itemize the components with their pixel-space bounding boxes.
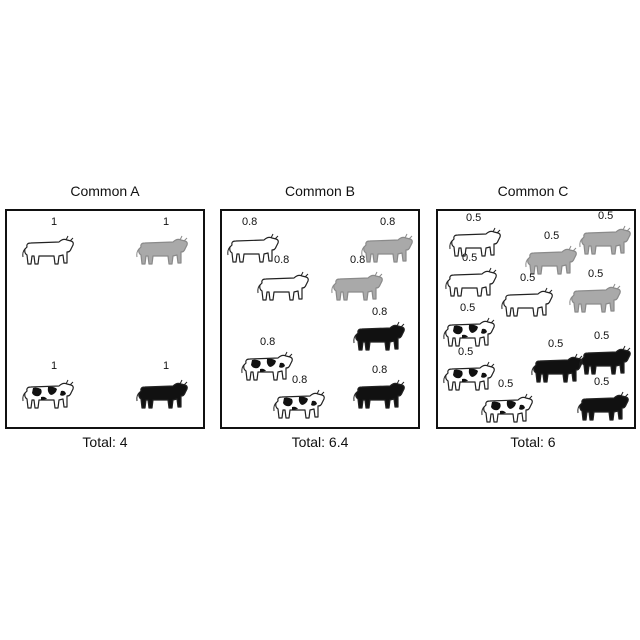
spotted-cow-icon [21,377,77,413]
cow-value-label: 0.8 [380,216,396,228]
panel-total-c: Total: 6 [510,434,556,450]
cow-value-label: 0.5 [588,268,604,280]
white-cow-icon [500,285,556,321]
cow-value-label: 0.5 [594,330,610,342]
cow-value-label: 1 [163,216,170,228]
black-cow-icon [352,377,408,413]
panel-title-b: Common B [284,183,356,199]
cow-value-label: 1 [163,360,170,372]
panel-total-b: Total: 6.4 [291,434,349,450]
cow-value-label: 0.8 [372,364,388,376]
white-cow-icon [226,231,282,267]
spotted-cow-icon [240,349,296,385]
spotted-cow-icon [480,391,536,427]
cow-value-label: 0.5 [548,338,564,350]
cow-value-label: 0.8 [260,336,276,348]
black-cow-icon [578,343,634,379]
cow-value-label: 0.8 [242,216,258,228]
gray-cow-icon [524,243,580,279]
gray-cow-icon [330,269,386,305]
white-cow-icon [444,265,500,301]
cow-value-label: 0.8 [350,254,366,266]
gray-cow-icon [568,281,624,317]
panel-title-c: Common C [497,183,569,199]
black-cow-icon [530,351,586,387]
spotted-cow-icon [272,387,328,423]
cow-value-label: 1 [51,360,58,372]
white-cow-icon [21,233,77,269]
panel-total-a: Total: 4 [82,434,128,450]
spotted-cow-icon [442,359,498,395]
cow-value-label: 0.5 [594,376,610,388]
cow-value-label: 0.5 [498,378,514,390]
panel-a-box: 1 1 1 1 [5,209,205,429]
cow-value-label: 0.5 [520,272,536,284]
panel-c-box: 0.5 0.5 0.5 0.5 0.5 0.5 0.5 0.5 0.5 0.5 0.5 0.5 [436,209,636,429]
cow-value-label: 0.8 [372,306,388,318]
panel-title-a: Common A [70,183,140,199]
cow-value-label: 0.8 [274,254,290,266]
white-cow-icon [448,225,504,261]
panel-b-box: 0.8 0.8 0.8 0.8 0.8 0.8 0.8 0.8 [220,209,420,429]
spotted-cow-icon [442,315,498,351]
black-cow-icon [352,319,408,355]
cow-value-label: 0.5 [466,212,482,224]
black-cow-icon [576,389,632,425]
cow-value-label: 1 [51,216,58,228]
gray-cow-icon [578,223,634,259]
cow-value-label: 0.5 [598,210,614,222]
gray-cow-icon [135,233,191,269]
cow-value-label: 0.5 [544,230,560,242]
gray-cow-icon [360,231,416,267]
white-cow-icon [256,269,312,305]
cow-value-label: 0.5 [458,346,474,358]
black-cow-icon [135,377,191,413]
cow-value-label: 0.5 [460,302,476,314]
cow-value-label: 0.8 [292,374,308,386]
cow-value-label: 0.5 [462,252,478,264]
